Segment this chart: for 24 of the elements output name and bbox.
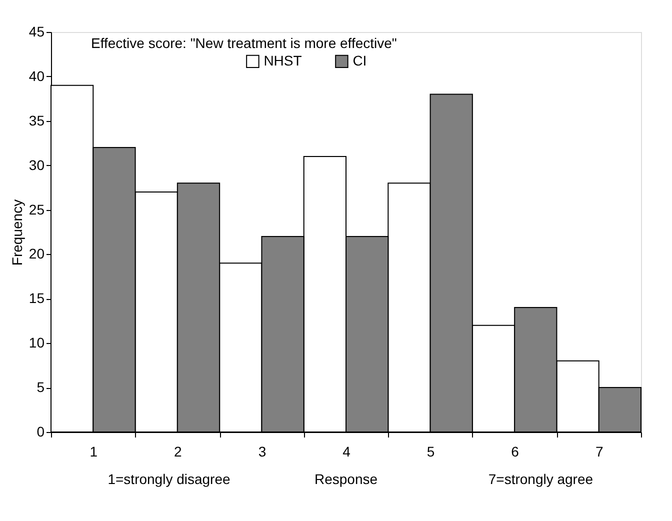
y-tick-label: 40 [28,68,45,84]
y-tick-label: 45 [28,24,45,40]
y-tick-label: 5 [36,379,45,396]
x-tick-label: 6 [511,444,520,460]
y-tick-label: 15 [28,290,45,306]
y-tick-label: 30 [28,156,45,173]
y-axis-title: Frequency [8,199,25,266]
y-tick-label: 20 [28,246,45,262]
x-axis-title: Response [314,471,378,487]
y-tick-label: 25 [28,201,45,218]
y-tick-label: 10 [28,334,45,351]
legend-label: CI [352,52,367,68]
x-tick-label: 1 [90,444,98,460]
text: 7=strongly agree [488,471,594,487]
x-tick-label: 2 [174,444,182,460]
x-tick-label: 3 [258,444,266,460]
chart-title: Effective score: "New treatment is more effective" [91,35,397,51]
y-tick-label: 35 [28,112,45,128]
y-tick-label: 0 [36,424,45,440]
x-tick-label: 4 [342,444,351,460]
x-tick-label: 7 [595,444,604,460]
legend-label: NHST [264,52,302,68]
text: 1=strongly disagree [108,471,230,487]
x-tick-label: 5 [426,444,435,460]
